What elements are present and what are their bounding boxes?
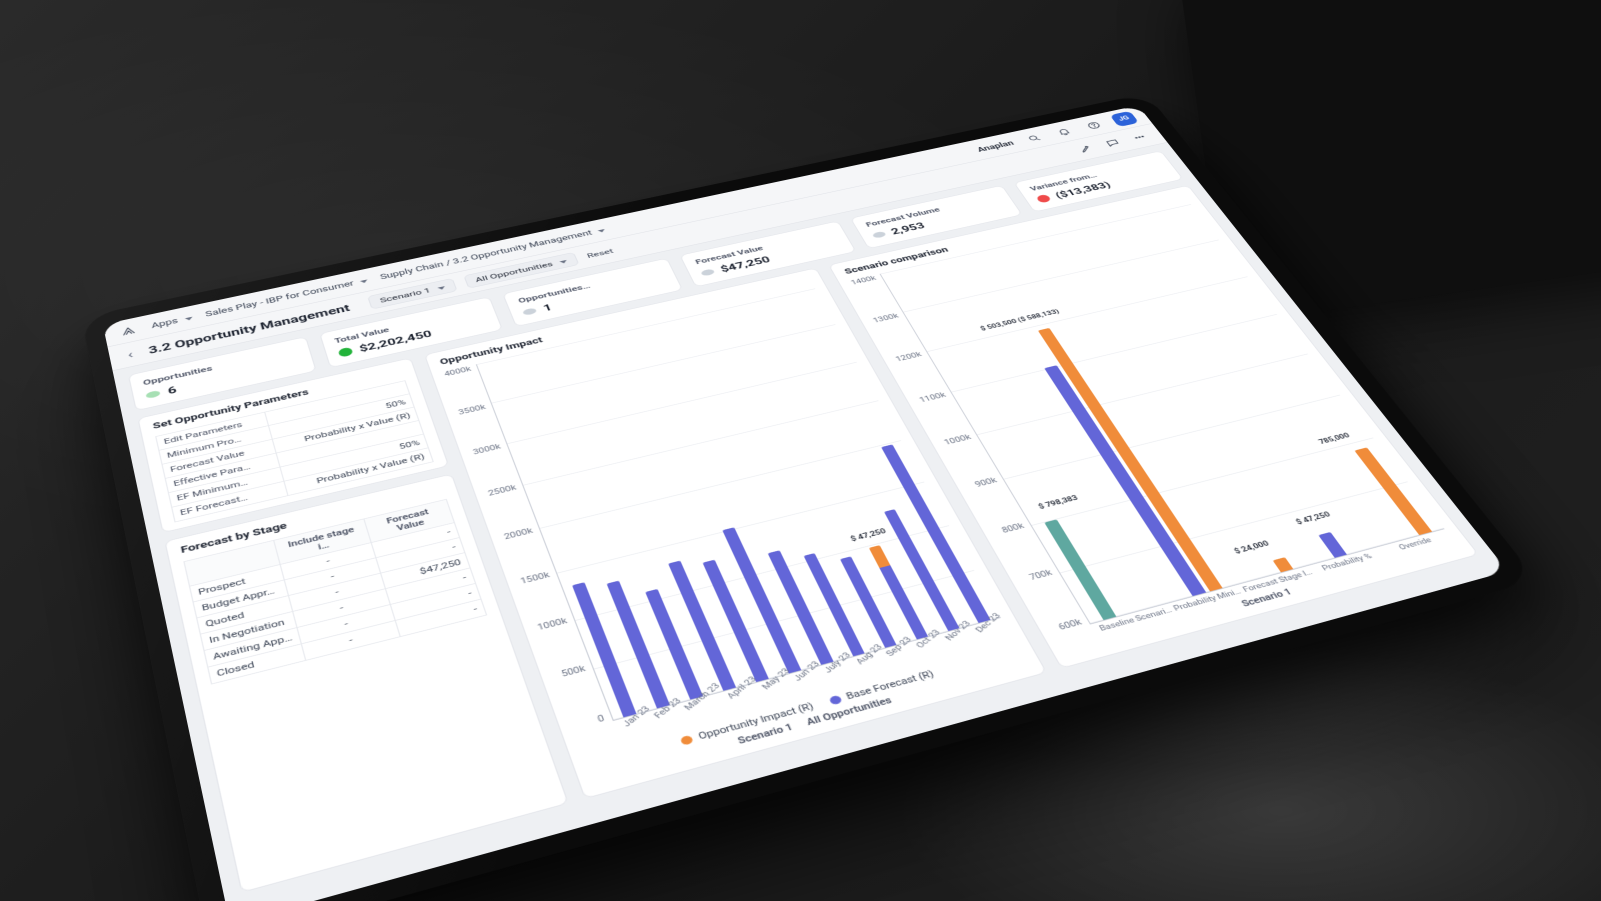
chevron-down-icon: [356, 276, 368, 285]
bar-segment-base: [803, 553, 864, 656]
comments-button[interactable]: [1099, 135, 1127, 150]
y-tick: 700k: [1028, 569, 1054, 582]
kpi-indicator-dot: [1035, 193, 1051, 202]
back-button[interactable]: ‹: [122, 346, 138, 361]
y-tick: 1500k: [519, 570, 550, 585]
kpi-indicator-dot: [337, 346, 353, 357]
bar-segment-base: [883, 509, 959, 631]
bar-segment-base: [702, 559, 768, 682]
bar-annotation: $ 47,250: [1294, 511, 1331, 526]
y-tick: 3500k: [457, 403, 486, 416]
legend-swatch: [679, 734, 693, 745]
help-button[interactable]: [1080, 117, 1107, 132]
tablet-scene: Apps Sales Play - IBP for Consumer Suppl…: [181, 16, 1421, 886]
kpi-indicator-dot: [145, 389, 160, 398]
bar-segment-base: [668, 560, 735, 690]
y-tick: 3000k: [472, 443, 502, 456]
chevron-down-icon: [181, 313, 193, 323]
brand-logo-icon: [117, 322, 139, 337]
notifications-button[interactable]: [1050, 124, 1077, 139]
edit-button[interactable]: [1072, 141, 1100, 156]
bar-segment-base: [645, 589, 702, 699]
y-tick: 800k: [1000, 521, 1025, 534]
app-screen: Apps Sales Play - IBP for Consumer Suppl…: [102, 105, 1507, 901]
chevron-down-icon: [594, 225, 606, 234]
kpi-indicator-dot: [522, 307, 537, 315]
y-tick: 900k: [973, 476, 998, 488]
brand-name: Anaplan: [975, 139, 1015, 153]
main-grid: Set Opportunity Parameters Edit Paramete…: [122, 179, 1499, 901]
more-button[interactable]: [1125, 129, 1153, 144]
search-button[interactable]: [1020, 130, 1047, 145]
reset-link[interactable]: Reset: [585, 246, 614, 259]
avatar[interactable]: JG: [1109, 110, 1138, 126]
y-tick: 1000k: [536, 616, 568, 631]
tablet-frame: Apps Sales Play - IBP for Consumer Suppl…: [81, 93, 1537, 901]
bar-annotation: $ 24,000: [1233, 540, 1271, 556]
forecast-stage-table: Include stage i…Forecast Value Prospect …: [183, 498, 487, 684]
bar-segment-base: [839, 556, 896, 648]
y-tick: 2500k: [487, 484, 517, 498]
y-tick: 1400k: [850, 275, 877, 286]
apps-label: Apps: [150, 316, 178, 329]
y-tick: 1200k: [894, 351, 923, 363]
bar[interactable]: [570, 339, 738, 691]
y-tick: 1300k: [871, 312, 899, 324]
scenario-chip-label: Scenario 1: [378, 286, 431, 304]
chevron-down-icon: [556, 256, 568, 265]
apps-dropdown[interactable]: Apps: [150, 313, 193, 329]
legend-swatch: [827, 694, 841, 705]
bar-segment-impact: [868, 544, 890, 567]
y-tick: 1100k: [918, 391, 947, 404]
kpi-indicator-dot: [871, 231, 886, 239]
y-tick: 4000k: [443, 365, 472, 377]
bar-segment: [1354, 447, 1431, 535]
bar-segment-base: [878, 564, 927, 639]
y-tick: 500k: [560, 664, 587, 678]
kpi-value: 6: [166, 384, 177, 397]
kpi-indicator-dot: [700, 268, 715, 276]
bar-annotation: $ 798,383: [1037, 494, 1079, 510]
y-tick: 2000k: [503, 526, 534, 540]
bar-segment-base: [767, 550, 833, 665]
kpi-value: 1: [541, 301, 553, 313]
bar-segment: [1318, 531, 1347, 557]
bar-segment-base: [722, 527, 801, 673]
y-tick: 1000k: [942, 433, 972, 446]
bar-segment-base: [606, 580, 669, 708]
bar-annotation: $ 47,250: [849, 528, 887, 544]
chevron-down-icon: [434, 282, 446, 292]
